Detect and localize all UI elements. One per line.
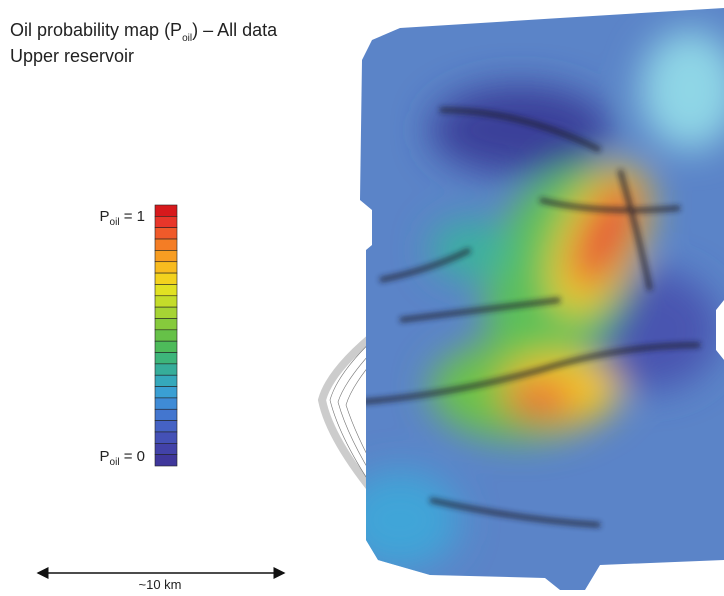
- colorbar-band: [155, 284, 177, 295]
- probability-map: [340, 0, 724, 591]
- figure: Oil probability map (Poil) – All data Up…: [0, 0, 724, 591]
- colorbar-band: [155, 250, 177, 261]
- colorbar-band: [155, 398, 177, 409]
- legend-top-label: Poil = 1: [100, 208, 145, 228]
- scale-label: ~10 km: [139, 577, 182, 591]
- colorbar-band: [155, 455, 177, 466]
- legend-bottom-label: Poil = 0: [100, 448, 145, 468]
- subtitle: Upper reservoir: [10, 46, 134, 66]
- colorbar-band: [155, 205, 177, 216]
- title: Oil probability map (Poil) – All data: [10, 20, 278, 44]
- colorbar-band: [155, 341, 177, 352]
- colorbar-band: [155, 432, 177, 443]
- colorbar-band: [155, 409, 177, 420]
- colorbar-band: [155, 228, 177, 239]
- colorbar-band: [155, 421, 177, 432]
- colorbar-band: [155, 307, 177, 318]
- colorbar-band: [155, 262, 177, 273]
- colorbar-band: [155, 375, 177, 386]
- colorbar-band: [155, 387, 177, 398]
- colorbar-band: [155, 318, 177, 329]
- colorbar-band: [155, 443, 177, 454]
- colorbar-band: [155, 216, 177, 227]
- colorbar-band: [155, 296, 177, 307]
- colorbar-band: [155, 330, 177, 341]
- colorbar-band: [155, 353, 177, 364]
- colorbar-band: [155, 239, 177, 250]
- colorbar-band: [155, 364, 177, 375]
- colorbar-band: [155, 273, 177, 284]
- colorbar: [155, 205, 177, 466]
